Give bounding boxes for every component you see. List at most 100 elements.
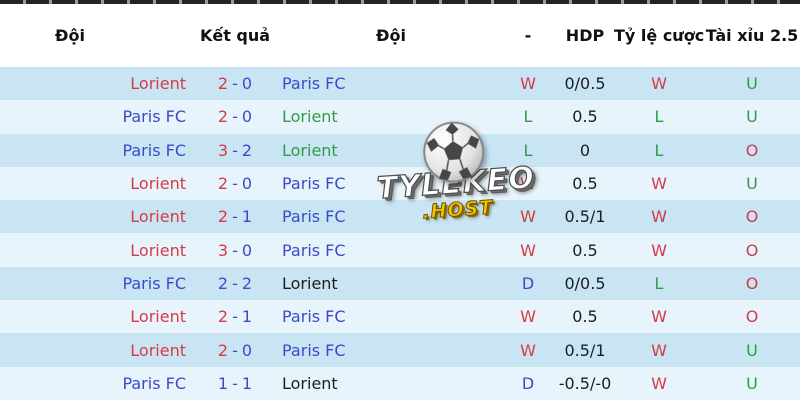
odds-cell: L	[654, 107, 664, 127]
result-cell: W	[520, 340, 536, 360]
score-separator: -	[232, 140, 238, 160]
score-separator: -	[232, 207, 238, 227]
away-score: 0	[241, 107, 253, 127]
hdp-cell: 0/0.5	[564, 273, 606, 293]
score-cell: 2-2	[190, 274, 280, 293]
score-separator: -	[232, 107, 238, 127]
team2-cell[interactable]: Paris FC	[282, 174, 346, 194]
home-score: 1	[217, 373, 229, 393]
over-under-cell: O	[745, 240, 759, 260]
team2-cell[interactable]: Lorient	[282, 373, 338, 393]
away-score: 0	[241, 174, 253, 194]
hdp-cell: 0/0.5	[564, 74, 606, 94]
result-cell: W	[520, 307, 536, 327]
away-score: 1	[241, 307, 253, 327]
team2-cell[interactable]: Paris FC	[282, 240, 346, 260]
over-under-cell: U	[746, 174, 758, 194]
over-under-cell: O	[745, 207, 759, 227]
col-header-team-2: Đội	[376, 26, 406, 45]
h2h-row: Lorient 2-0 Paris FC W 0/0.5 W U	[0, 67, 800, 101]
result-cell: W	[520, 240, 536, 260]
score-cell: 2-0	[190, 174, 280, 193]
h2h-table-header: Đội Kết quả Đội - HDP Tỷ lệ cược Tài xỉu…	[0, 4, 800, 67]
team1-cell[interactable]: Lorient	[130, 74, 186, 94]
result-cell: L	[523, 140, 533, 160]
team2-cell[interactable]: Paris FC	[282, 207, 346, 227]
team2-cell[interactable]: Lorient	[282, 107, 338, 127]
h2h-row: Paris FC 2-2 Lorient D 0/0.5 L O	[0, 266, 800, 301]
col-header-over-under: Tài xỉu 2.5	[705, 26, 799, 45]
away-score: 2	[241, 273, 253, 293]
team1-cell[interactable]: Lorient	[130, 207, 186, 227]
result-cell: W	[520, 74, 536, 94]
home-score: 3	[217, 240, 229, 260]
away-score: 0	[241, 340, 253, 360]
result-cell: D	[521, 373, 535, 393]
home-score: 2	[217, 207, 229, 227]
home-score: 2	[217, 340, 229, 360]
col-header-hdp: HDP	[565, 26, 605, 45]
team1-cell[interactable]: Lorient	[130, 307, 186, 327]
team2-cell[interactable]: Paris FC	[282, 307, 346, 327]
odds-cell: W	[651, 240, 667, 260]
hdp-cell: 0.5/1	[564, 340, 606, 360]
col-header-result: Kết quả	[199, 26, 271, 45]
odds-cell: W	[651, 207, 667, 227]
score-separator: -	[232, 240, 238, 260]
team2-cell[interactable]: Paris FC	[282, 74, 346, 94]
result-cell: W	[520, 174, 536, 194]
home-score: 2	[217, 107, 229, 127]
team1-cell[interactable]: Paris FC	[122, 273, 186, 293]
home-score: 2	[217, 74, 229, 94]
result-cell: W	[520, 207, 536, 227]
team1-cell[interactable]: Paris FC	[122, 107, 186, 127]
home-score: 2	[217, 307, 229, 327]
over-under-cell: U	[746, 340, 758, 360]
team2-cell[interactable]: Lorient	[282, 273, 338, 293]
col-header-team-1: Đội	[55, 26, 85, 45]
hdp-cell: 0	[579, 140, 591, 160]
team2-cell[interactable]: Paris FC	[282, 340, 346, 360]
h2h-table-body: Lorient 2-0 Paris FC W 0/0.5 W U Paris F…	[0, 67, 800, 400]
hdp-cell: 0.5	[572, 174, 598, 194]
away-score: 1	[241, 373, 253, 393]
team1-cell[interactable]: Lorient	[130, 240, 186, 260]
col-header-outcome: -	[524, 26, 532, 45]
team1-cell[interactable]: Lorient	[130, 340, 186, 360]
hdp-cell: 0.5	[572, 107, 598, 127]
odds-cell: L	[654, 273, 664, 293]
over-under-cell: U	[746, 107, 758, 127]
col-header-odds: Tỷ lệ cược	[614, 26, 705, 45]
score-separator: -	[232, 340, 238, 360]
over-under-cell: O	[745, 273, 759, 293]
away-score: 2	[241, 140, 253, 160]
top-border	[0, 0, 800, 4]
result-cell: D	[521, 273, 535, 293]
away-score: 0	[241, 74, 253, 94]
h2h-row: Lorient 2-1 Paris FC W 0.5 W O	[0, 300, 800, 334]
h2h-row: Paris FC 1-1 Lorient D -0.5/-0 W U	[0, 366, 800, 400]
odds-cell: W	[651, 74, 667, 94]
over-under-cell: O	[745, 140, 759, 160]
odds-cell: W	[651, 373, 667, 393]
odds-cell: W	[651, 307, 667, 327]
odds-cell: W	[651, 340, 667, 360]
team1-cell[interactable]: Paris FC	[122, 373, 186, 393]
team1-cell[interactable]: Lorient	[130, 174, 186, 194]
over-under-cell: U	[746, 373, 758, 393]
score-cell: 2-1	[190, 307, 280, 326]
team1-cell[interactable]: Paris FC	[122, 140, 186, 160]
score-cell: 2-0	[190, 341, 280, 360]
score-cell: 2-0	[190, 74, 280, 93]
home-score: 2	[217, 273, 229, 293]
score-separator: -	[232, 373, 238, 393]
h2h-row: Lorient 2-0 Paris FC W 0.5/1 W U	[0, 333, 800, 367]
score-cell: 2-0	[190, 107, 280, 126]
team2-cell[interactable]: Lorient	[282, 140, 338, 160]
score-cell: 3-0	[190, 241, 280, 260]
home-score: 2	[217, 174, 229, 194]
hdp-cell: -0.5/-0	[558, 373, 612, 393]
score-cell: 2-1	[190, 207, 280, 226]
h2h-row: Lorient 2-1 Paris FC W 0.5/1 W O	[0, 200, 800, 234]
